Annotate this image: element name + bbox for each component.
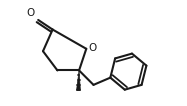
Polygon shape bbox=[76, 70, 80, 90]
Text: O: O bbox=[26, 8, 35, 18]
Text: O: O bbox=[89, 43, 97, 53]
